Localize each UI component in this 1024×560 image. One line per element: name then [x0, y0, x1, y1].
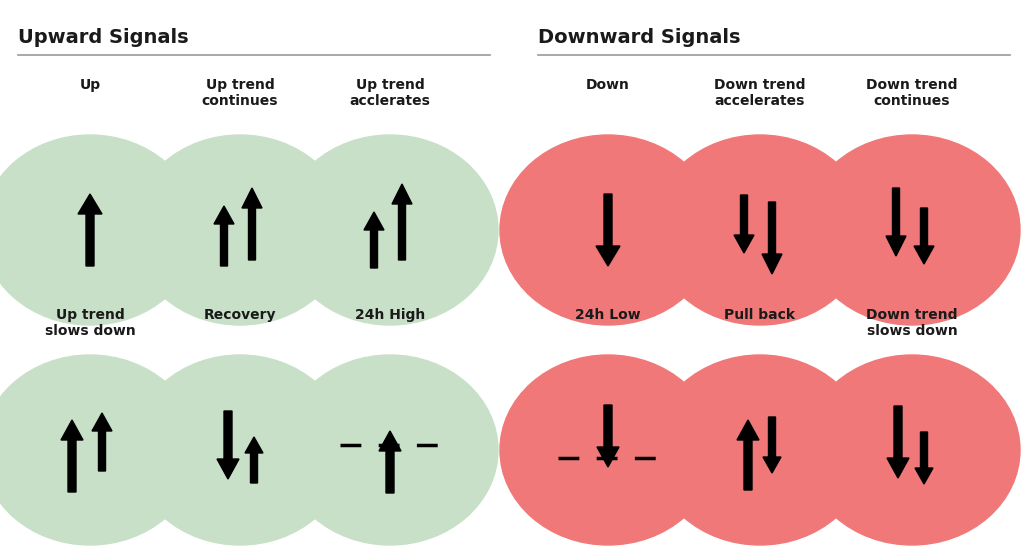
Text: Upward Signals: Upward Signals: [18, 28, 188, 47]
Text: Up trend
slows down: Up trend slows down: [45, 308, 135, 338]
FancyArrow shape: [214, 206, 234, 266]
FancyArrow shape: [914, 208, 934, 264]
Text: Down trend
accelerates: Down trend accelerates: [715, 78, 806, 108]
FancyArrow shape: [763, 417, 781, 473]
FancyArrow shape: [217, 411, 239, 479]
FancyArrow shape: [887, 406, 909, 478]
FancyArrow shape: [245, 437, 263, 483]
Ellipse shape: [652, 355, 868, 545]
Ellipse shape: [804, 355, 1020, 545]
FancyArrow shape: [379, 431, 401, 493]
Ellipse shape: [500, 355, 716, 545]
Text: Downward Signals: Downward Signals: [538, 28, 740, 47]
FancyArrow shape: [886, 188, 906, 256]
Text: 24h High: 24h High: [355, 308, 425, 322]
Ellipse shape: [652, 135, 868, 325]
Text: Up trend
acclerates: Up trend acclerates: [349, 78, 430, 108]
Ellipse shape: [132, 135, 348, 325]
Ellipse shape: [282, 135, 498, 325]
Text: 24h Low: 24h Low: [575, 308, 641, 322]
Text: Down trend
continues: Down trend continues: [866, 78, 957, 108]
FancyArrow shape: [762, 202, 782, 274]
Text: Down trend
slows down: Down trend slows down: [866, 308, 957, 338]
FancyArrow shape: [734, 195, 754, 253]
FancyArrow shape: [242, 188, 262, 260]
FancyArrow shape: [915, 432, 933, 484]
Text: Pull back: Pull back: [725, 308, 796, 322]
Ellipse shape: [500, 135, 716, 325]
FancyArrow shape: [92, 413, 112, 471]
Ellipse shape: [0, 355, 198, 545]
Ellipse shape: [804, 135, 1020, 325]
FancyArrow shape: [78, 194, 102, 266]
FancyArrow shape: [737, 420, 759, 490]
FancyArrow shape: [597, 405, 618, 467]
Ellipse shape: [282, 355, 498, 545]
Text: Up trend
continues: Up trend continues: [202, 78, 279, 108]
FancyArrow shape: [364, 212, 384, 268]
Text: Down: Down: [586, 78, 630, 92]
Text: Recovery: Recovery: [204, 308, 276, 322]
FancyArrow shape: [61, 420, 83, 492]
FancyArrow shape: [596, 194, 620, 266]
Ellipse shape: [132, 355, 348, 545]
Ellipse shape: [0, 135, 198, 325]
Text: Up: Up: [80, 78, 100, 92]
FancyArrow shape: [392, 184, 412, 260]
